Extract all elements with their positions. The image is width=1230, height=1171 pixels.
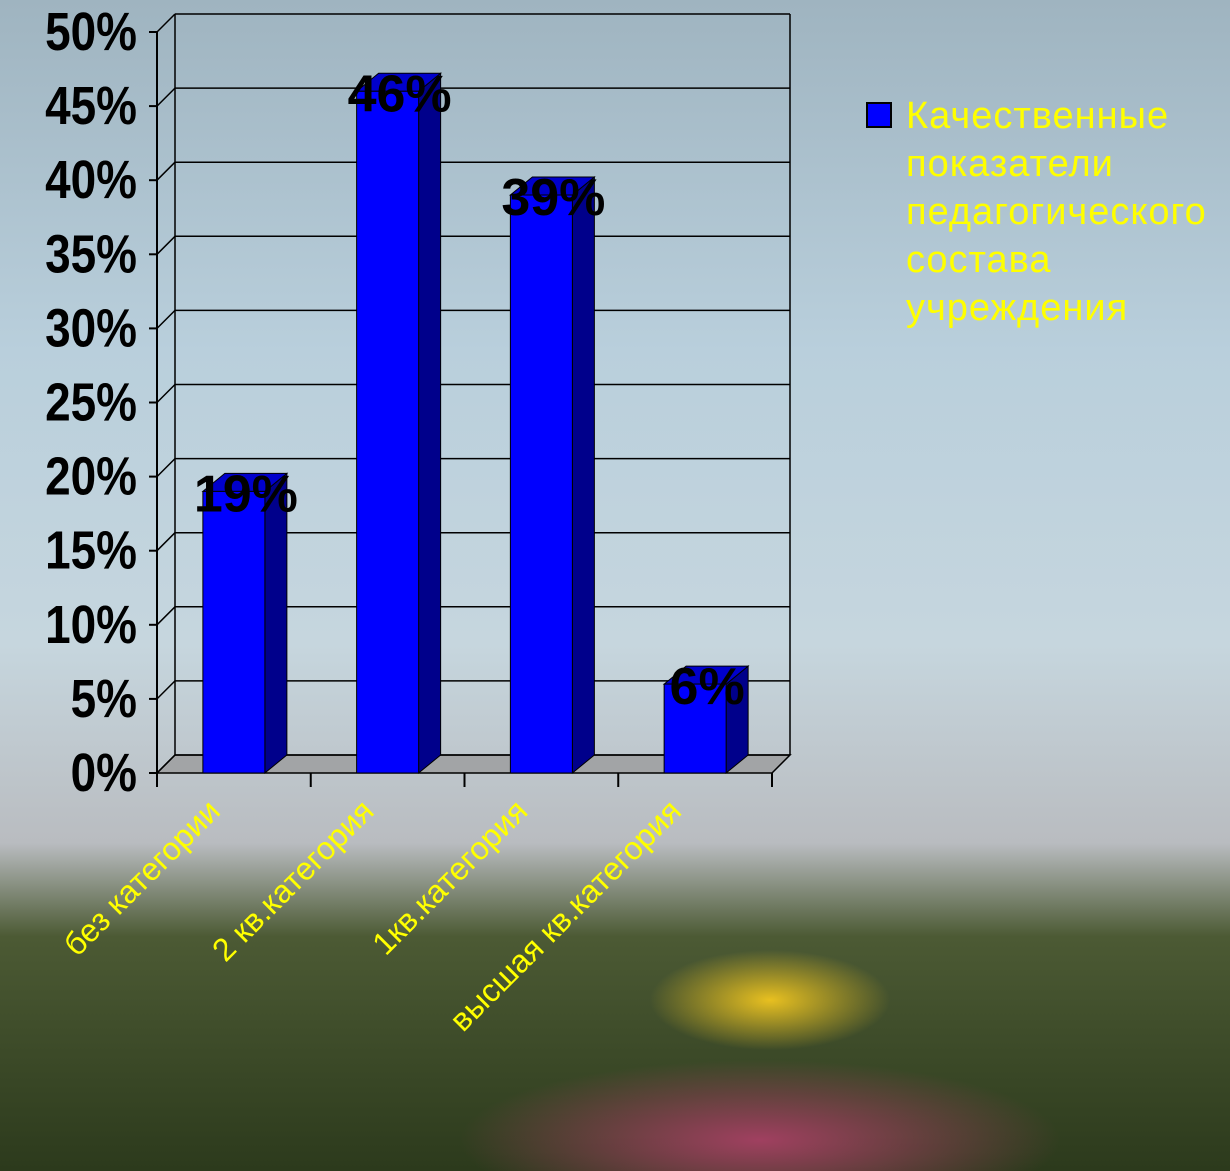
- grid-line: [157, 310, 175, 328]
- value-label: 19%: [194, 465, 298, 523]
- grid-line: [157, 607, 175, 625]
- grid-line: [157, 459, 175, 477]
- y-tick-label: 30%: [45, 298, 137, 358]
- value-label: 6%: [670, 658, 745, 716]
- y-tick-label: 25%: [45, 372, 137, 432]
- page: 0% 5% 10% 15% 20% 25% 30% 35% 40% 45% 50% 19% без ка…: [0, 0, 1230, 1171]
- grid-line: [157, 162, 175, 180]
- grid-line: [157, 236, 175, 254]
- bar: [510, 195, 572, 773]
- bar-side: [572, 177, 594, 773]
- x-tick-label: без категории: [57, 792, 227, 962]
- value-label: 46%: [348, 65, 452, 123]
- grid-line: [157, 681, 175, 699]
- y-tick-label: 5%: [71, 668, 137, 728]
- grid-line: [157, 533, 175, 551]
- value-label: 39%: [501, 169, 605, 227]
- y-tick-label: 50%: [45, 2, 137, 62]
- legend-swatch: [866, 102, 892, 128]
- y-tick-label: 20%: [45, 446, 137, 506]
- x-tick-label: 1кв.категория: [365, 792, 534, 961]
- y-tick-label: 35%: [45, 224, 137, 284]
- y-tick-label: 10%: [45, 594, 137, 654]
- bar: [203, 491, 265, 773]
- legend-label: Качественные показатели педагогического …: [906, 92, 1226, 332]
- legend: Качественные показатели педагогического …: [866, 92, 1226, 332]
- bar-side: [419, 73, 441, 773]
- y-tick-label: 0%: [71, 743, 137, 803]
- grid-line: [157, 88, 175, 106]
- bar: [357, 91, 419, 773]
- grid-line: [157, 385, 175, 403]
- y-tick-label: 15%: [45, 520, 137, 580]
- y-tick-label: 45%: [45, 76, 137, 136]
- y-tick-label: 40%: [45, 150, 137, 210]
- grid-line: [157, 14, 175, 32]
- x-tick-label: 2 кв.категория: [205, 792, 381, 968]
